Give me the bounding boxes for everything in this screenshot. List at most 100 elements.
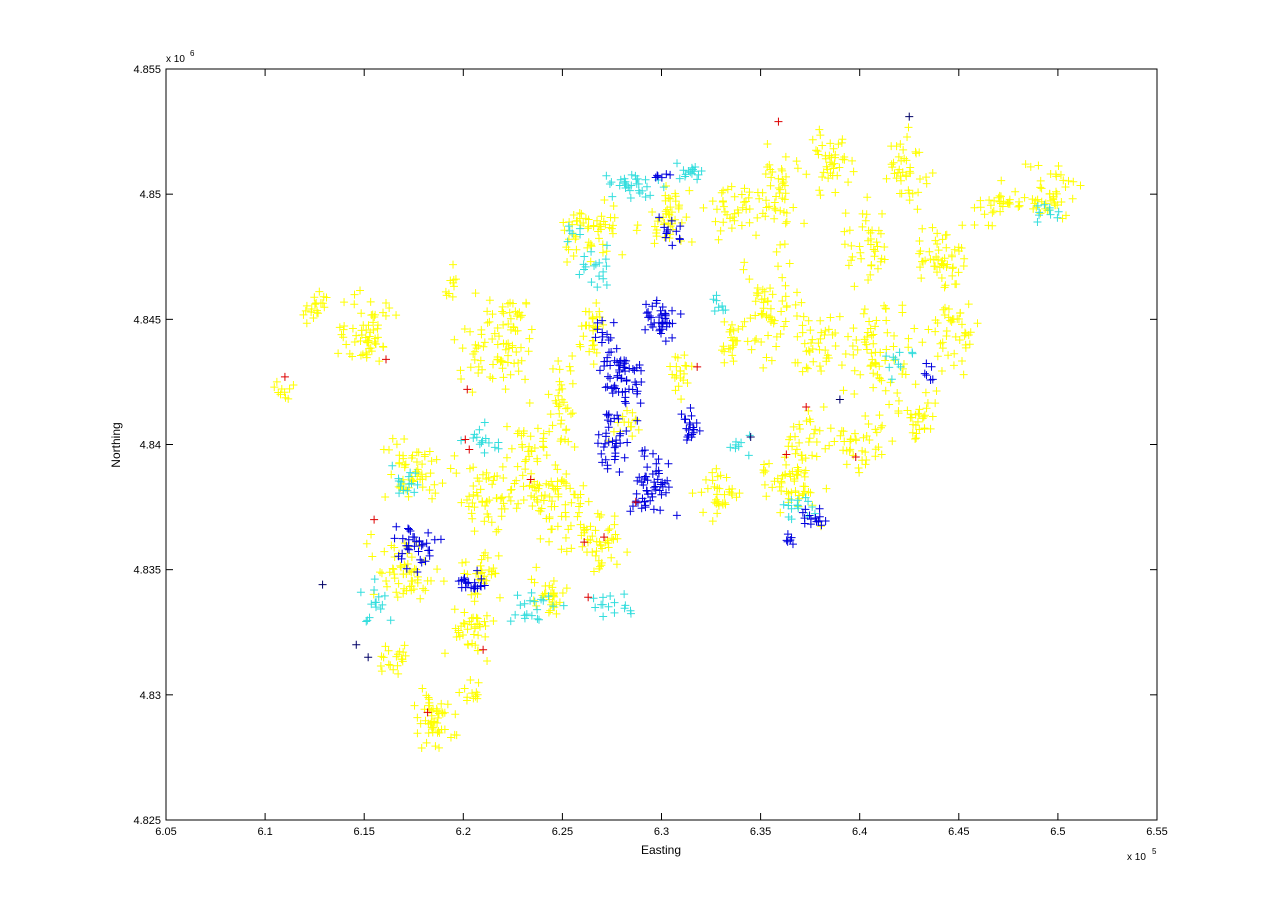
- scatter-point-series-1: [688, 489, 697, 498]
- scatter-point-series-1: [976, 203, 985, 212]
- scatter-point-series-3: [591, 333, 600, 342]
- scatter-point-series-1: [471, 289, 480, 298]
- scatter-point-series-1: [567, 544, 576, 553]
- scatter-point-series-5: [851, 453, 860, 462]
- scatter-point-series-1: [862, 456, 871, 465]
- scatter-point-series-3: [414, 547, 423, 556]
- scatter-point-series-1: [544, 608, 553, 617]
- scatter-point-series-2: [627, 170, 636, 179]
- scatter-point-series-1: [558, 475, 567, 484]
- y-tick-label: 4.85: [140, 189, 161, 201]
- scatter-point-series-1: [533, 424, 542, 433]
- scatter-point-series-1: [504, 351, 513, 360]
- scatter-point-series-1: [507, 485, 516, 494]
- scatter-point-series-1: [431, 489, 440, 498]
- scatter-point-series-1: [782, 217, 791, 226]
- scatter-point-series-1: [489, 476, 498, 485]
- scatter-point-series-1: [905, 196, 914, 205]
- scatter-point-series-3: [645, 311, 654, 320]
- scatter-point-series-3: [436, 535, 445, 544]
- scatter-point-series-1: [867, 349, 876, 358]
- scatter-point-series-1: [393, 593, 402, 602]
- scatter-point-series-1: [519, 496, 528, 505]
- scatter-point-series-3: [643, 463, 652, 472]
- scatter-point-series-1: [792, 312, 801, 321]
- scatter-point-series-1: [772, 192, 781, 201]
- scatter-point-series-1: [752, 335, 761, 344]
- scatter-point-series-1: [887, 160, 896, 169]
- scatter-point-series-2: [494, 438, 503, 447]
- scatter-point-series-1: [903, 406, 912, 415]
- scatter-point-series-1: [717, 188, 726, 197]
- scatter-point-series-1: [761, 212, 770, 221]
- scatter-point-series-3: [817, 521, 826, 530]
- scatter-point-series-3: [604, 423, 613, 432]
- scatter-point-series-3: [606, 333, 615, 342]
- scatter-point-series-1: [489, 564, 498, 573]
- scatter-point-series-1: [892, 174, 901, 183]
- scatter-point-series-2: [575, 224, 584, 233]
- scatter-point-series-2: [691, 163, 700, 172]
- scatter-point-series-2: [367, 600, 376, 609]
- scatter-point-series-1: [610, 520, 619, 529]
- scatter-point-series-3: [668, 306, 677, 315]
- scatter-point-series-3: [613, 373, 622, 382]
- scatter-point-series-1: [925, 247, 934, 256]
- scatter-point-series-1: [413, 713, 422, 722]
- scatter-point-series-1: [933, 352, 942, 361]
- scatter-point-series-1: [966, 328, 975, 337]
- scatter-point-series-1: [512, 347, 521, 356]
- scatter-point-series-1: [839, 446, 848, 455]
- scatter-point-series-1: [345, 349, 354, 358]
- scatter-point-series-1: [760, 480, 769, 489]
- scatter-point-series-1: [512, 504, 521, 513]
- scatter-point-series-1: [421, 472, 430, 481]
- scatter-point-series-1: [416, 719, 425, 728]
- scatter-point-series-1: [506, 496, 515, 505]
- scatter-point-series-1: [593, 216, 602, 225]
- scatter-point-series-1: [404, 492, 413, 501]
- scatter-point-series-1: [911, 147, 920, 156]
- scatter-point-series-5: [479, 645, 488, 654]
- scatter-point-series-1: [469, 481, 478, 490]
- scatter-point-series-1: [791, 449, 800, 458]
- scatter-point-series-1: [555, 409, 564, 418]
- scatter-point-series-1: [954, 246, 963, 255]
- scatter-point-series-3: [664, 459, 673, 468]
- scatter-point-series-1: [451, 624, 460, 633]
- scatter-point-series-3: [473, 566, 482, 575]
- scatter-point-series-3: [650, 483, 659, 492]
- scatter-point-series-3: [922, 359, 931, 368]
- scatter-point-series-1: [776, 329, 785, 338]
- scatter-point-series-3: [676, 222, 685, 231]
- scatter-point-series-1: [740, 184, 749, 193]
- scatter-point-series-1: [513, 429, 522, 438]
- scatter-point-series-1: [611, 530, 620, 539]
- scatter-point-series-1: [758, 285, 767, 294]
- scatter-point-series-1: [780, 240, 789, 249]
- scatter-point-series-1: [855, 468, 864, 477]
- scatter-point-series-1: [681, 361, 690, 370]
- scatter-point-series-1: [584, 215, 593, 224]
- scatter-point-series-1: [753, 284, 762, 293]
- scatter-point-series-1: [896, 172, 905, 181]
- scatter-point-series-1: [483, 307, 492, 316]
- scatter-point-series-3: [463, 579, 472, 588]
- scatter-point-series-1: [384, 660, 393, 669]
- scatter-point-series-1: [457, 622, 466, 631]
- scatter-point-series-1: [792, 157, 801, 166]
- scatter-point-series-1: [544, 390, 553, 399]
- scatter-point-series-1: [369, 318, 378, 327]
- scatter-point-series-1: [950, 245, 959, 254]
- scatter-point-series-3: [604, 411, 613, 420]
- scatter-point-series-1: [555, 598, 564, 607]
- scatter-point-series-3: [662, 488, 671, 497]
- scatter-point-series-1: [826, 169, 835, 178]
- scatter-point-series-1: [524, 347, 533, 356]
- scatter-point-series-3: [685, 419, 694, 428]
- scatter-point-series-1: [595, 307, 604, 316]
- scatter-point-series-1: [425, 447, 434, 456]
- scatter-point-series-1: [857, 254, 866, 263]
- scatter-point-series-1: [1058, 214, 1067, 223]
- scatter-point-series-1: [835, 312, 844, 321]
